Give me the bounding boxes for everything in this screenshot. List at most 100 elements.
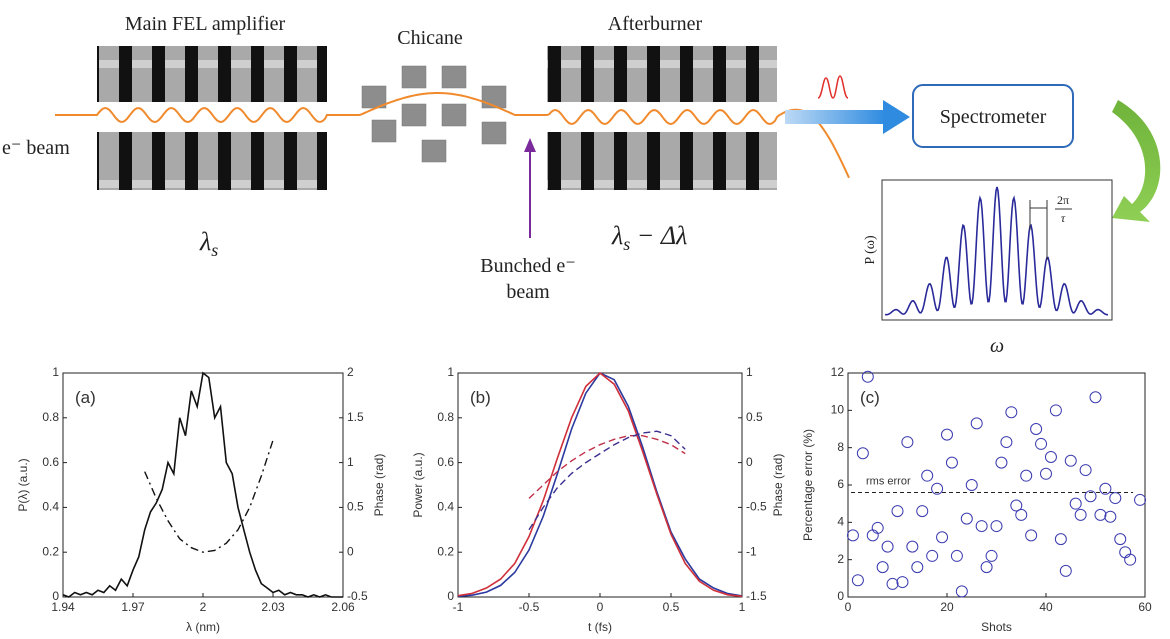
spectrometer-label: Spectrometer bbox=[940, 106, 1047, 128]
scatter-point bbox=[990, 520, 1003, 533]
scatter-point bbox=[1035, 437, 1048, 450]
spectrometer-box bbox=[912, 84, 1074, 148]
scatter-point bbox=[970, 417, 983, 430]
x-tick-label: 2.03 bbox=[261, 600, 285, 614]
inset-y-label: P (ω) bbox=[863, 235, 878, 265]
x-tick-label: 40 bbox=[1039, 600, 1053, 614]
scatter-point bbox=[926, 549, 939, 562]
plot-frame bbox=[62, 372, 344, 598]
scatter-point bbox=[936, 531, 949, 544]
y-tick-label: 0 bbox=[52, 589, 59, 603]
scatter-point bbox=[846, 529, 859, 542]
x-tick-label: 60 bbox=[1138, 600, 1152, 614]
y-tick-label: 0.6 bbox=[42, 455, 59, 469]
x-tick-label: -0.5 bbox=[519, 600, 540, 614]
y-tick-label: 1 bbox=[447, 365, 454, 379]
panel-label: (c) bbox=[860, 388, 880, 407]
scatter-point bbox=[1000, 436, 1013, 449]
x-axis-label: λ (nm) bbox=[186, 620, 220, 634]
scatter-point bbox=[906, 540, 919, 553]
scatter-point bbox=[896, 576, 909, 589]
chicane-magnets bbox=[361, 65, 507, 163]
y-axis-label: P(λ) (a.u.) bbox=[16, 458, 30, 511]
scatter-point bbox=[1074, 508, 1087, 521]
scatter-point bbox=[911, 561, 924, 574]
data-line bbox=[62, 371, 343, 598]
scatter-point bbox=[1040, 467, 1052, 480]
data-line bbox=[528, 430, 686, 531]
scatter-point bbox=[1049, 404, 1062, 417]
scatter-point bbox=[1134, 493, 1147, 506]
lambda-symbol: λ bbox=[199, 227, 211, 256]
electron-beam bbox=[55, 92, 850, 179]
y-axis-label: Power (a.u.) bbox=[411, 452, 425, 517]
scatter-point bbox=[1044, 451, 1057, 463]
x-tick-label: 1.94 bbox=[51, 600, 75, 614]
scatter-point bbox=[945, 456, 958, 469]
scatter-point bbox=[941, 428, 953, 441]
scatter-point bbox=[861, 370, 874, 383]
scatter-point bbox=[876, 561, 889, 574]
lambda-subscript: s bbox=[211, 240, 218, 260]
scatter-point bbox=[901, 436, 914, 449]
inset-x-label: ω bbox=[990, 335, 1004, 357]
scatter-point bbox=[1069, 497, 1082, 510]
x-tick-label: -1 bbox=[453, 600, 464, 614]
y-tick-label: 2 bbox=[837, 552, 844, 566]
scatter-point bbox=[1109, 492, 1122, 505]
y2-tick-label: 1.5 bbox=[347, 410, 364, 424]
scatter-point bbox=[975, 520, 988, 533]
scatter-point bbox=[881, 540, 894, 553]
y2-tick-label: 2 bbox=[347, 365, 354, 379]
chicane-label: Chicane bbox=[397, 27, 463, 49]
y2-tick-label: 0.5 bbox=[347, 500, 364, 514]
y-tick-label: 0.6 bbox=[437, 455, 454, 469]
x-axis-label: Shots bbox=[981, 620, 1012, 634]
scatter-point bbox=[886, 577, 899, 590]
scatter-point bbox=[960, 512, 973, 525]
output-arrow bbox=[785, 100, 910, 134]
inset-frame bbox=[881, 179, 1113, 321]
x-tick-label: 2 bbox=[200, 600, 207, 614]
y-tick-label: 0.4 bbox=[42, 500, 59, 514]
panel-label: (a) bbox=[75, 388, 96, 407]
y2-tick-label: 1 bbox=[746, 365, 753, 379]
y2-tick-label: 0 bbox=[347, 544, 354, 558]
x-tick-label: 20 bbox=[940, 600, 954, 614]
y2-tick-label: -0.5 bbox=[347, 589, 368, 603]
y2-axis-label: Phase (rad) bbox=[771, 454, 785, 517]
y2-tick-label: 0.5 bbox=[746, 410, 763, 424]
spacing-numerator: 2π bbox=[1057, 193, 1069, 207]
bunched-label: Bunched e⁻ bbox=[480, 255, 576, 277]
y2-tick-label: 1 bbox=[347, 455, 354, 469]
x-tick-label: 1.97 bbox=[121, 600, 145, 614]
y2-axis-label: Phase (rad) bbox=[372, 454, 386, 517]
data-line bbox=[528, 435, 686, 499]
y-tick-label: 10 bbox=[831, 403, 845, 417]
chart-panel: 0 20 40 60 0 2 4 6 8 10 12 Shots Percentage error (%… bbox=[801, 365, 1152, 634]
inset-spectrum bbox=[884, 186, 1108, 316]
plot-frame bbox=[457, 372, 743, 598]
scatter-point bbox=[1079, 464, 1092, 477]
scatter-point bbox=[856, 447, 869, 460]
y-tick-label: 0.8 bbox=[42, 410, 59, 424]
scatter-point bbox=[1064, 454, 1077, 467]
y-tick-label: 0.4 bbox=[437, 500, 454, 514]
afterburner-undulator bbox=[547, 46, 777, 190]
x-tick-label: 1 bbox=[739, 600, 746, 614]
x-tick-label: 0 bbox=[845, 600, 852, 614]
lambda-subscript: s bbox=[623, 234, 630, 254]
chart-panel: -1 -0.5 0 0.5 100.20.40.60.81-1.5-1-0.500.51… bbox=[411, 365, 785, 634]
spacing-denominator: τ bbox=[1061, 211, 1066, 225]
scatter-point bbox=[1010, 499, 1023, 512]
scatter-point bbox=[995, 456, 1008, 469]
bunched-label: beam bbox=[506, 281, 550, 303]
scatter-point bbox=[1094, 508, 1107, 521]
y-tick-label: 8 bbox=[837, 440, 844, 454]
feedback-arrow bbox=[1112, 100, 1161, 222]
scatter-point bbox=[955, 585, 968, 598]
afterburner-label: Afterburner bbox=[608, 13, 703, 35]
scatter-point bbox=[950, 549, 963, 562]
scatter-point bbox=[851, 574, 864, 587]
